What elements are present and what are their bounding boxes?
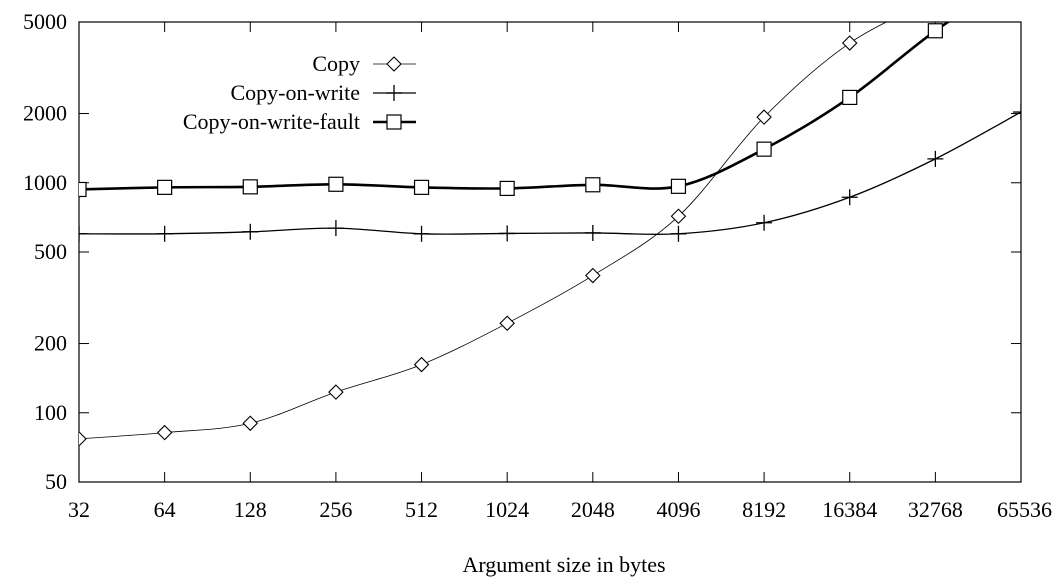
- legend-item: Copy: [312, 51, 416, 76]
- plot-frame: [78, 21, 1022, 483]
- y-tick-label: 2000: [23, 101, 67, 126]
- legend-marker-diamond: [386, 56, 402, 72]
- x-tick-label: 32: [68, 497, 90, 522]
- data-point-diamond: [499, 315, 515, 332]
- x-tick-label: 128: [234, 497, 267, 522]
- data-point-diamond: [585, 267, 601, 284]
- data-point-diamond: [156, 424, 173, 441]
- data-point-square: [756, 141, 772, 157]
- x-tick-label: 64: [154, 497, 176, 522]
- data-point-diamond: [670, 208, 687, 225]
- legend-label: Copy-on-write: [230, 80, 360, 105]
- data-point-square: [927, 23, 943, 39]
- data-point-plus: [927, 150, 944, 167]
- x-tick-label: 4096: [656, 497, 700, 522]
- data-point-square: [670, 178, 687, 194]
- x-tick-label: 65536: [997, 497, 1052, 522]
- data-point-diamond: [841, 35, 858, 51]
- y-axis: 50 100 200 500 1000 2000 5000: [23, 9, 1021, 494]
- x-tick-label: 2048: [571, 497, 615, 522]
- data-point-square: [328, 176, 344, 192]
- data-point-square: [585, 177, 601, 193]
- y-tick-label: 200: [34, 331, 67, 356]
- data-point-diamond: [756, 109, 772, 125]
- x-tick-label: 8192: [742, 497, 786, 522]
- data-point-plus: [413, 225, 430, 242]
- x-axis: 32 64 128 256 512 1024 2048 4096 8192 16384 32768 6…: [68, 22, 1052, 522]
- series-line: [79, 111, 1021, 236]
- data-point-diamond: [928, 0, 942, 6]
- data-point-diamond: [413, 356, 430, 373]
- legend: Copy Copy-on-write Copy-on-write-fault: [183, 51, 416, 134]
- data-point-plus: [841, 189, 858, 206]
- data-point-plus: [584, 224, 601, 241]
- x-tick-label: 512: [405, 497, 438, 522]
- data-point-plus: [1013, 104, 1021, 121]
- data-point-square: [842, 89, 858, 106]
- series-line: [79, 22, 951, 191]
- data-point-plus: [156, 225, 173, 242]
- data-point-diamond: [328, 384, 344, 400]
- series-layer: [79, 0, 1021, 447]
- series-copy: [79, 0, 942, 447]
- data-point-square: [242, 179, 258, 195]
- legend-item: Copy-on-write-fault: [183, 109, 416, 134]
- data-point-plus: [756, 214, 773, 231]
- y-tick-label: 500: [34, 239, 67, 264]
- data-point-plus: [79, 225, 87, 242]
- x-tick-label: 1024: [485, 497, 529, 522]
- data-point-square: [413, 179, 430, 195]
- data-point-diamond: [242, 415, 259, 432]
- x-tick-label: 32768: [908, 497, 963, 522]
- series-copy-on-write: [79, 104, 1021, 242]
- y-tick-label: 1000: [23, 170, 67, 195]
- legend-item: Copy-on-write: [230, 80, 416, 105]
- y-tick-label: 50: [45, 469, 67, 494]
- x-tick-label: 16384: [822, 497, 877, 522]
- legend-marker-plus: [386, 85, 402, 101]
- data-point-square: [79, 181, 87, 198]
- data-point-plus: [327, 220, 344, 237]
- y-tick-label: 5000: [23, 9, 67, 34]
- data-point-plus: [499, 225, 516, 242]
- data-point-square: [157, 179, 173, 195]
- data-point-diamond: [79, 431, 87, 447]
- series-copy-on-write-fault: [79, 22, 951, 198]
- legend-label: Copy-on-write-fault: [183, 109, 360, 134]
- legend-marker-square: [386, 114, 402, 130]
- x-axis-title: Argument size in bytes: [462, 552, 665, 577]
- data-point-plus: [242, 223, 259, 240]
- data-point-plus: [670, 225, 687, 242]
- legend-label: Copy: [312, 51, 360, 76]
- x-tick-label: 256: [319, 497, 352, 522]
- data-point-square: [499, 180, 515, 197]
- series-line: [79, 22, 888, 440]
- y-tick-label: 100: [34, 400, 67, 425]
